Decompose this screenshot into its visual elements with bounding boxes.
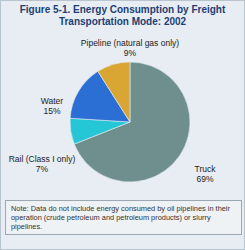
pie-slice: [98, 62, 130, 122]
slice-label: Rail (Class I only): [9, 154, 76, 164]
slice-label: Truck: [195, 164, 217, 174]
slice-label: Water: [41, 96, 64, 106]
slice-value: 15%: [43, 106, 60, 116]
slice-label: Pipeline (natural gas only): [81, 38, 179, 48]
chart-title: Figure 5-1. Energy Consumption by Freigh…: [10, 4, 235, 28]
slices: [70, 62, 190, 182]
slice-value: 7%: [36, 164, 49, 174]
slice-value: 69%: [196, 174, 213, 184]
slice-value: 9%: [124, 48, 137, 58]
note: Note: Data do not include energy consume…: [5, 200, 242, 235]
pie-slice: [70, 118, 130, 144]
